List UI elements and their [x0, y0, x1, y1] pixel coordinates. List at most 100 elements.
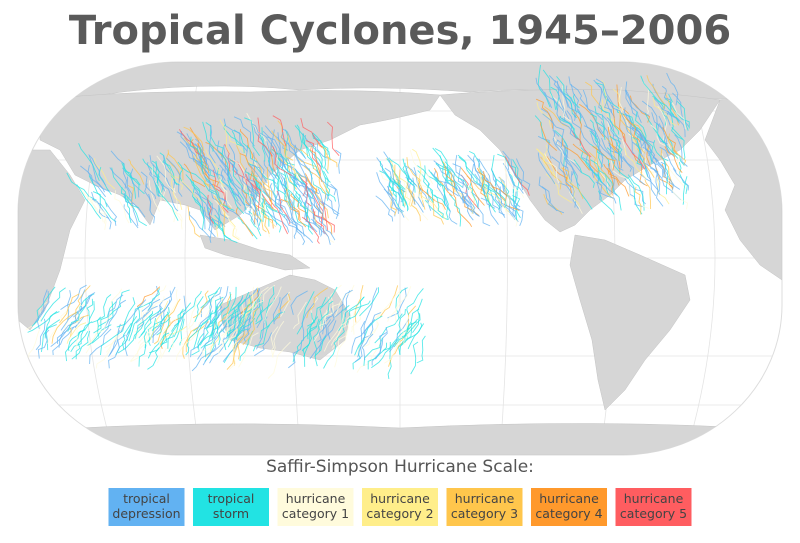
storm-track: [261, 198, 270, 227]
storm-track: [540, 156, 562, 190]
land-europe-africa-east: [704, 94, 782, 281]
storm-track: [202, 328, 223, 366]
storm-track: [40, 287, 66, 322]
storm-track: [175, 332, 198, 361]
storm-track: [338, 296, 365, 331]
storm-track: [643, 162, 657, 197]
storm-track: [149, 290, 173, 321]
storm-track: [183, 163, 206, 188]
storm-track: [559, 182, 577, 208]
storm-track: [668, 133, 687, 165]
storm-track: [601, 137, 624, 171]
storm-track: [87, 165, 106, 198]
storm-track: [130, 333, 151, 363]
storm-track: [147, 288, 160, 311]
legend-swatch: [193, 488, 269, 526]
storm-track: [148, 193, 155, 224]
storm-track: [27, 311, 60, 333]
storm-track: [233, 317, 251, 348]
storm-track: [163, 289, 178, 322]
storm-track: [300, 181, 319, 217]
storm-track: [245, 171, 271, 200]
storm-track: [570, 171, 579, 209]
storm-track: [600, 121, 612, 150]
storm-track: [402, 158, 414, 186]
storm-track: [226, 308, 238, 340]
storm-track: [433, 160, 449, 192]
storm-track: [296, 183, 321, 212]
storm-track: [584, 125, 606, 157]
storm-track: [312, 167, 327, 199]
storm-track: [88, 154, 106, 186]
storm-track: [144, 183, 151, 211]
storm-track: [424, 199, 448, 221]
storm-track: [67, 289, 86, 321]
storm-track: [643, 138, 664, 168]
storm-track: [213, 195, 226, 236]
storm-track: [492, 186, 520, 211]
storm-track: [667, 174, 689, 210]
storm-track: [166, 157, 183, 197]
storm-track: [403, 315, 410, 346]
storm-track: [416, 172, 431, 207]
storm-track: [553, 136, 577, 164]
storm-track: [536, 98, 553, 129]
storm-track: [147, 334, 165, 370]
storm-track: [582, 157, 595, 178]
storm-track: [60, 284, 87, 310]
storm-track: [542, 69, 557, 110]
legend-swatch: [108, 488, 185, 526]
storm-track: [515, 158, 531, 191]
storm-track: [334, 289, 353, 318]
storm-track: [670, 101, 686, 130]
storm-track: [259, 311, 285, 339]
storm-track: [423, 165, 433, 201]
storm-track: [393, 318, 419, 348]
legend-label: hurricane: [624, 491, 684, 506]
storm-track: [272, 146, 292, 176]
storm-track: [310, 218, 323, 237]
storm-track: [52, 326, 75, 356]
storm-track: [220, 169, 242, 207]
storm-track: [388, 157, 416, 186]
storm-track: [185, 330, 198, 356]
storm-track: [600, 104, 620, 135]
storm-track: [482, 183, 492, 208]
storm-track: [472, 155, 486, 194]
storm-track: [88, 195, 107, 230]
storm-track: [264, 286, 282, 323]
storm-track: [168, 312, 185, 353]
storm-track: [433, 167, 453, 197]
storm-track: [571, 108, 582, 144]
storm-track: [379, 161, 396, 193]
storm-track: [434, 188, 447, 217]
storm-track: [635, 111, 647, 141]
storm-track: [252, 324, 270, 352]
storm-track: [371, 332, 388, 366]
storm-track: [603, 163, 620, 186]
storm-track: [103, 294, 124, 330]
storm-track: [623, 147, 647, 179]
storm-track: [247, 314, 252, 334]
storm-track: [300, 117, 323, 148]
legend-label: hurricane: [370, 491, 430, 506]
storm-track: [652, 97, 671, 126]
storm-track: [459, 177, 476, 211]
storm-track: [452, 163, 465, 185]
storm-track: [601, 114, 622, 140]
storm-track: [412, 298, 423, 333]
storm-track: [564, 155, 581, 187]
storm-track: [571, 130, 592, 158]
storm-track: [274, 152, 298, 187]
storm-track: [556, 80, 570, 120]
storm-track: [226, 169, 240, 198]
storm-track: [568, 76, 588, 108]
storm-track: [278, 168, 299, 201]
storm-track: [322, 303, 344, 335]
storm-track: [608, 144, 633, 172]
storm-track: [555, 140, 567, 161]
storm-track: [387, 341, 392, 379]
storm-track: [565, 85, 577, 121]
storm-track: [285, 214, 297, 239]
storm-track: [86, 298, 94, 320]
